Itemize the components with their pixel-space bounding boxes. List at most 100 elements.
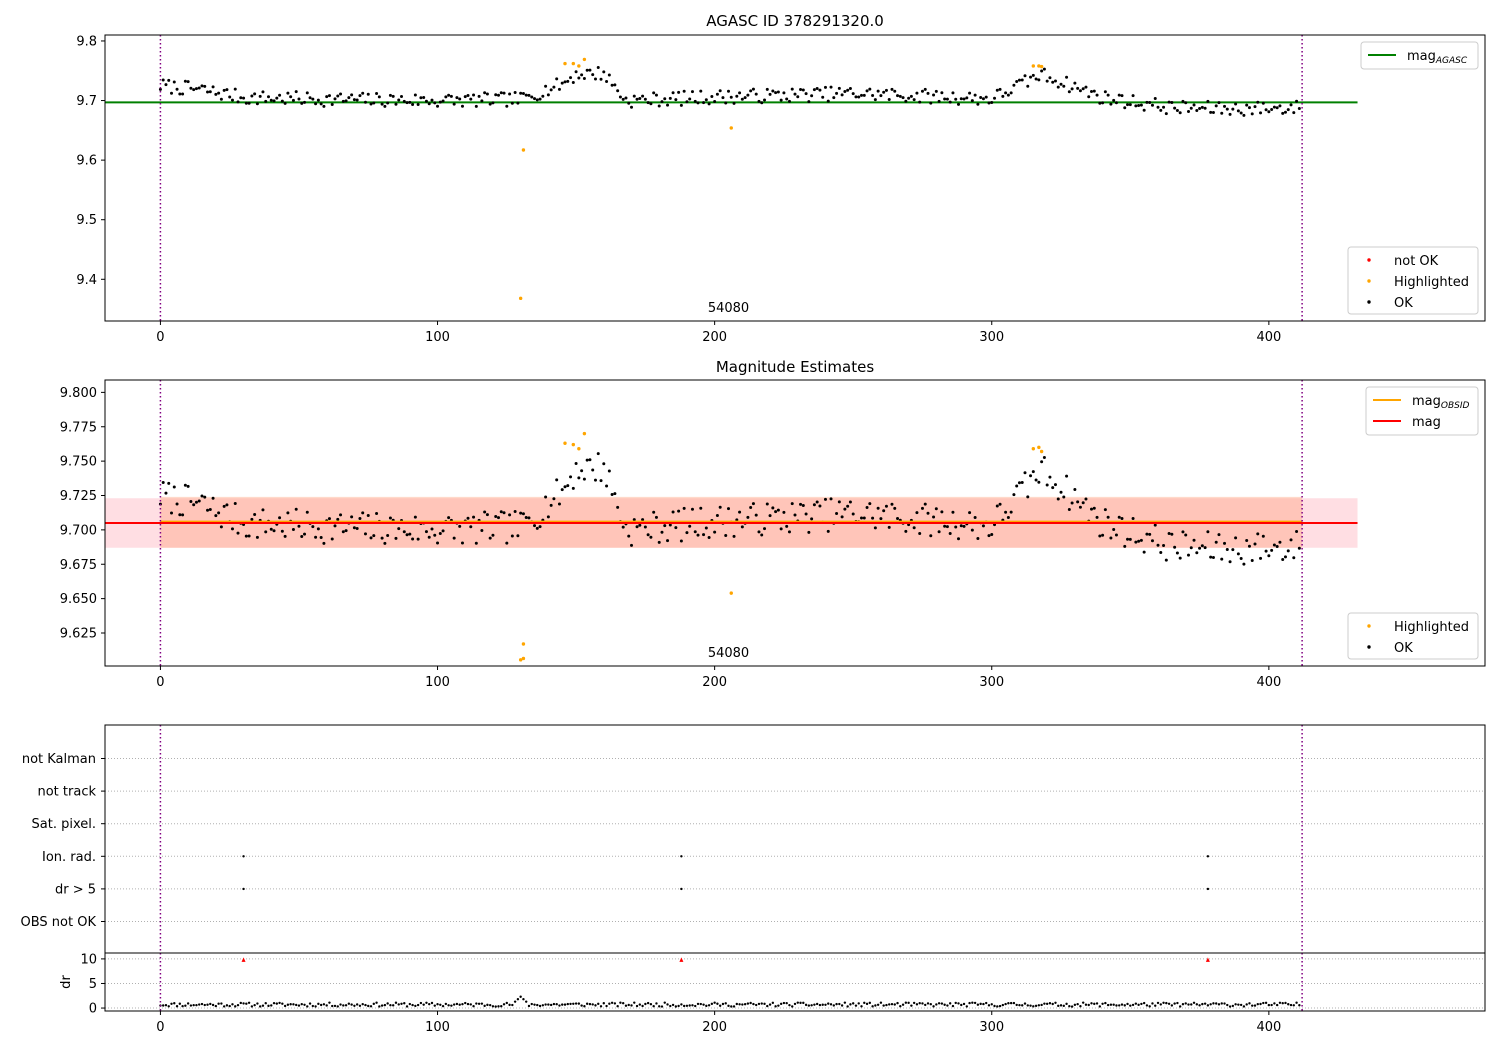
ok-point <box>1223 104 1227 108</box>
dr-point <box>1145 1004 1149 1007</box>
ok-point <box>294 507 298 511</box>
ok-point <box>693 530 697 534</box>
ok-point <box>311 97 315 101</box>
dr-point <box>261 1004 265 1007</box>
ok-point <box>1053 483 1057 487</box>
ok-point <box>1148 532 1152 536</box>
dr-point <box>1220 1002 1223 1005</box>
highlighted-point <box>577 64 581 68</box>
ok-point <box>388 93 392 97</box>
dr-point <box>1298 1004 1301 1007</box>
dr-point <box>486 1003 489 1007</box>
ok-point <box>194 87 198 91</box>
ok-point <box>466 516 470 520</box>
dr-point <box>508 1003 511 1007</box>
ok-point <box>682 89 686 93</box>
legend-dot-swatch <box>1367 624 1371 628</box>
ok-point <box>1162 543 1166 547</box>
ok-point <box>228 95 232 99</box>
dr-point <box>1123 1004 1126 1007</box>
flag-point <box>1206 887 1210 891</box>
ok-point <box>222 88 226 92</box>
ok-point <box>1198 546 1202 550</box>
dr-point <box>771 1001 775 1005</box>
ok-point <box>555 77 559 81</box>
dr-point <box>1129 1004 1132 1007</box>
ok-point <box>563 80 567 84</box>
highlighted-point <box>571 61 576 66</box>
ok-point <box>1048 475 1052 479</box>
dr-point <box>430 1001 434 1005</box>
dr-point <box>245 1002 248 1005</box>
ok-point <box>1295 530 1299 534</box>
ok-point <box>358 94 362 98</box>
panel1-title: AGASC ID 378291320.0 <box>706 12 884 30</box>
dr-point <box>428 1002 431 1006</box>
dr-point <box>1292 1004 1295 1007</box>
ok-point <box>724 101 728 105</box>
y-tick-label: 9.700 <box>60 523 97 538</box>
ok-point <box>726 507 730 511</box>
ok-point <box>430 527 434 531</box>
dr-point <box>355 1003 359 1006</box>
ok-point <box>918 100 922 104</box>
dr-point <box>1115 1004 1118 1007</box>
dr-point <box>1226 1003 1229 1007</box>
ok-point <box>330 537 334 541</box>
dr-outlier-marker <box>241 957 246 962</box>
ok-point <box>1225 548 1229 552</box>
ok-point <box>1076 86 1080 90</box>
dr-point <box>378 1005 381 1008</box>
dr-point <box>1126 1002 1129 1006</box>
ok-point <box>657 540 661 544</box>
ok-point <box>1225 107 1229 111</box>
ok-point <box>1095 515 1099 519</box>
ok-point <box>1292 556 1296 560</box>
dr-point <box>394 1001 398 1004</box>
dr-point <box>1090 1002 1093 1005</box>
ok-point <box>818 504 822 508</box>
x-tick-label: 100 <box>425 1020 450 1035</box>
ok-point <box>1017 78 1021 82</box>
ok-point <box>250 517 254 521</box>
dr-point <box>222 1005 226 1008</box>
dr-point <box>1245 1003 1248 1006</box>
x-tick-label: 300 <box>979 330 1004 345</box>
ok-point <box>436 541 440 545</box>
highlighted-point <box>1039 64 1044 69</box>
ok-point <box>1214 104 1218 108</box>
ok-point <box>1006 93 1010 97</box>
dr-point <box>1043 1002 1046 1005</box>
ok-point <box>1070 87 1074 91</box>
dr-outlier-marker <box>1205 957 1210 962</box>
ok-point <box>679 103 683 107</box>
ok-point <box>840 93 844 97</box>
dr-point <box>979 1002 982 1006</box>
ok-point <box>998 502 1002 506</box>
ok-point <box>876 89 880 93</box>
dr-point <box>674 1005 678 1008</box>
ok-point <box>893 506 897 510</box>
ok-point <box>660 530 664 534</box>
ok-point <box>787 530 791 534</box>
legend-label: not OK <box>1394 254 1439 269</box>
panel2-legend-lower: Highlighted OK <box>1347 612 1479 660</box>
dr-point <box>746 1002 750 1005</box>
ok-point <box>940 510 944 514</box>
ok-point <box>508 92 512 96</box>
ok-point <box>1092 506 1096 510</box>
ok-point <box>962 97 966 101</box>
dr-point <box>577 1002 581 1005</box>
dr-point <box>1048 1002 1052 1005</box>
ok-point <box>754 92 758 96</box>
dr-point <box>1270 1003 1273 1007</box>
ok-point <box>463 95 467 99</box>
ok-point <box>1017 481 1021 485</box>
dr-point <box>225 1004 229 1007</box>
dr-point <box>1198 1004 1201 1007</box>
dr-point <box>186 1002 190 1005</box>
ok-point <box>593 478 597 482</box>
ok-point <box>441 99 445 103</box>
dr-point <box>718 1004 722 1007</box>
